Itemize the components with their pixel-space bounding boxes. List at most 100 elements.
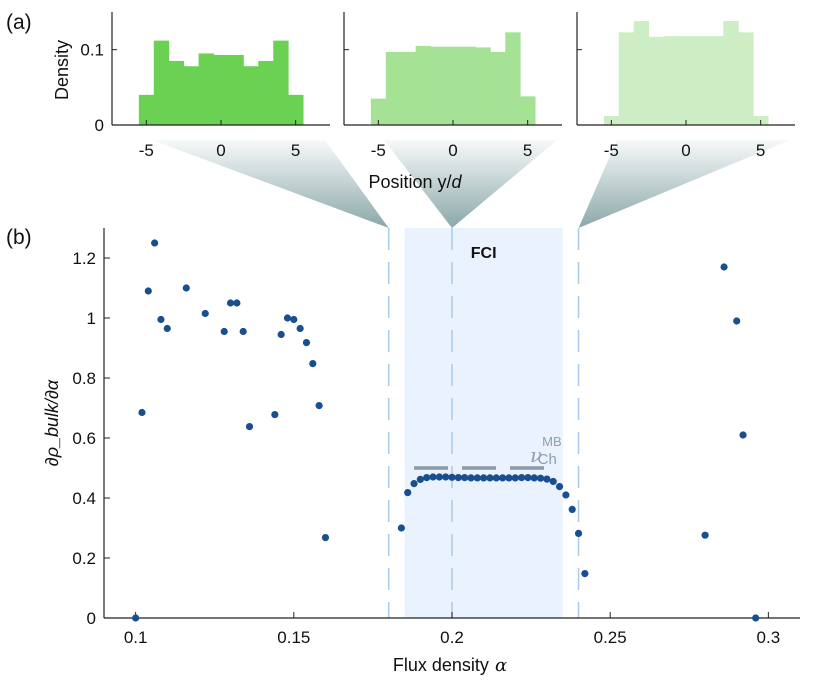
histogram-3-bar [678, 36, 694, 125]
data-point [435, 473, 443, 481]
histogram-2-bar [385, 51, 402, 125]
data-point [511, 474, 519, 482]
panel-a-x-label-prefix: Position y/ [368, 172, 451, 192]
panel-b-x-tick-label: 0.2 [440, 628, 464, 647]
histogram-2-x-tick-label: 0 [448, 141, 457, 160]
panel-b-y-label: ∂ρ_bulk/∂α [42, 379, 62, 466]
histogram-2-bar [460, 46, 476, 125]
panel-a-x-label: Position y/d [368, 172, 462, 192]
histogram-1-bar [273, 40, 289, 126]
chern-label-sub: Ch [538, 451, 557, 468]
data-point [309, 360, 317, 368]
data-point [233, 299, 241, 307]
histogram-3-bar [693, 36, 709, 125]
data-point [321, 534, 330, 542]
data-point [467, 474, 475, 482]
data-point [397, 524, 405, 532]
data-point [201, 309, 209, 318]
data-point [220, 327, 228, 336]
data-point [568, 505, 576, 513]
histogram-1-bar [258, 60, 274, 125]
funnel-3 [578, 140, 790, 228]
histogram-1-bar [213, 54, 229, 125]
panel-b-y-tick-label: 0.8 [72, 369, 96, 388]
data-point [543, 475, 551, 483]
data-point [492, 474, 500, 482]
panel-b-x-label: Flux density α [393, 655, 507, 676]
data-point [461, 474, 469, 482]
data-point [182, 284, 190, 292]
panel-a-y-label: Density [52, 40, 72, 100]
data-point [739, 431, 747, 439]
data-point [524, 474, 532, 482]
panel-b-y-tick-label: 0 [87, 609, 96, 628]
histogram-1-x-tick-label: -5 [139, 141, 154, 160]
histogram-1-bar [183, 66, 200, 125]
data-point [315, 402, 323, 410]
panel-b-x-tick-label: 0.3 [757, 628, 781, 647]
panel-b-x-tick-label: 0.15 [277, 628, 310, 647]
data-point [429, 473, 437, 481]
data-point [574, 529, 583, 538]
chern-label-sup: MB [542, 434, 562, 449]
data-point [290, 315, 298, 324]
histogram-2-bar [505, 32, 521, 126]
histogram-3-bar [618, 32, 635, 126]
histogram-2-bar [490, 51, 506, 125]
histogram-1-bar [228, 54, 244, 125]
data-point [416, 475, 424, 483]
panel-a-x-label-var: d [452, 172, 463, 192]
data-point [277, 330, 285, 339]
fci-band [404, 228, 563, 618]
data-point [505, 474, 513, 482]
panel-b-label: (b) [6, 226, 32, 249]
histogram-2-bar [520, 96, 536, 125]
histogram-1-x-tick-label: 0 [216, 141, 225, 160]
histogram-3: -5 0 5 [576, 12, 795, 160]
histogram-1-bar [168, 60, 185, 125]
data-point [581, 570, 589, 578]
data-point [283, 314, 292, 322]
histogram-2-x-tick-label: 5 [523, 141, 532, 160]
panel-a: -5 0 5 -5 0 5 -5 0 5 0 0.1 [80, 12, 795, 160]
data-point [701, 531, 709, 539]
panel-b-y-tick-label: 1.2 [72, 249, 96, 268]
chern-label-base: ν [530, 443, 542, 467]
histogram-2-bar [445, 46, 461, 125]
data-point [530, 474, 538, 482]
panel-b-x-tick-label: 0.25 [594, 628, 627, 647]
data-point [448, 473, 456, 481]
histogram-1: -5 0 5 [111, 12, 330, 160]
data-point [536, 474, 545, 482]
histogram-1-bar [153, 40, 170, 126]
histogram-2-x-tick-label: -5 [371, 141, 386, 160]
data-point [549, 477, 557, 486]
data-point [138, 408, 146, 417]
data-point [442, 473, 450, 481]
histogram-3-bar [723, 21, 739, 125]
histogram-2: -5 0 5 [343, 12, 562, 160]
data-point [555, 483, 564, 491]
panel-b-y-tick-label: 1 [87, 309, 96, 328]
panel-b-x-label-text: Flux density [393, 655, 489, 675]
data-point [144, 287, 152, 295]
histogram-2-bar [415, 45, 432, 125]
panel-b-y-tick-label: 0.2 [72, 549, 96, 568]
data-point [518, 474, 526, 482]
histogram-3-bar [648, 36, 665, 125]
histogram-1-bar [288, 94, 304, 125]
data-point [562, 491, 570, 499]
data-point [226, 299, 235, 307]
data-point [239, 327, 247, 336]
panel-b-y-tick-label: 0.6 [72, 429, 96, 448]
data-point [454, 474, 462, 482]
data-point [480, 474, 488, 482]
data-point [410, 480, 418, 488]
data-point [733, 317, 741, 325]
funnel-2 [384, 140, 557, 228]
data-point [499, 474, 507, 482]
panel-b-x-label-symbol: α [495, 655, 507, 676]
histogram-1-x-tick-label: 5 [291, 141, 300, 160]
data-point [473, 474, 481, 482]
